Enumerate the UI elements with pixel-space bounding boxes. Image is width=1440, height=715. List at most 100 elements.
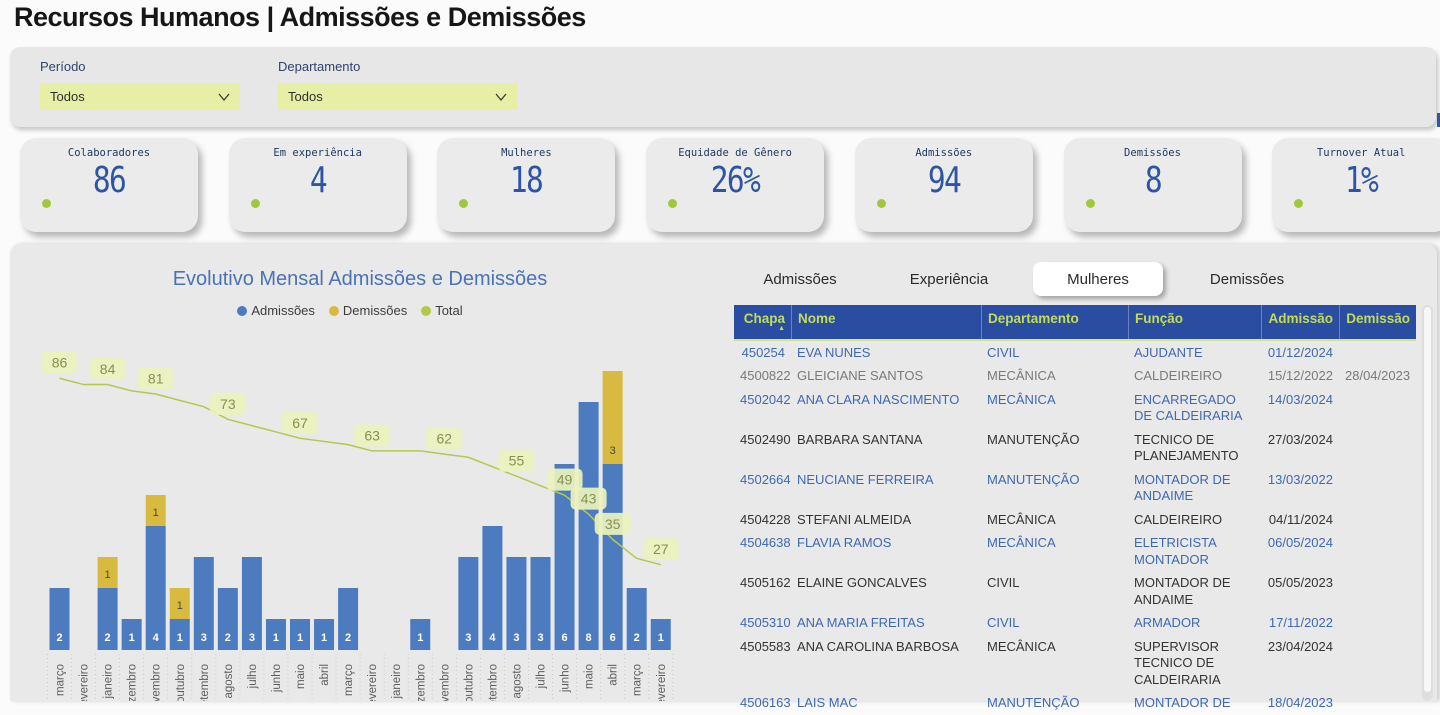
month-axis-label: dezembro	[127, 664, 139, 701]
bar-value-label: 1	[177, 632, 183, 644]
tab-demisses[interactable]: Demissões	[1182, 262, 1312, 296]
column-header-label: Função	[1135, 311, 1183, 326]
status-dot-icon	[1086, 199, 1095, 208]
kpi-label: Admissões	[855, 147, 1033, 159]
tab-experincia[interactable]: Experiência	[884, 262, 1014, 296]
cell-chapa: 4502042	[734, 388, 791, 428]
cell-demissao	[1339, 612, 1416, 636]
legend-label: Demissões	[343, 303, 407, 318]
kpi-value: 4	[245, 160, 391, 201]
cell-admissao: 14/03/2024	[1261, 388, 1339, 428]
department-dropdown[interactable]: Todos	[278, 83, 517, 110]
cell-funcao: ENCARREGADO DE CALDEIRARIA	[1128, 388, 1261, 428]
cell-admissao: 17/11/2022	[1261, 612, 1339, 636]
cell-chapa: 4505162	[734, 572, 791, 612]
cell-admissao: 15/12/2022	[1261, 365, 1339, 389]
month-axis-label: abril	[319, 664, 331, 686]
cell-demissao: 28/04/2023	[1339, 365, 1416, 389]
cell-nome: ANA MARIA FREITAS	[791, 612, 981, 636]
month-axis-label: setembro	[487, 664, 499, 701]
bar-value-label: 8	[586, 632, 592, 644]
cell-departamento: MECÂNICA	[981, 532, 1128, 572]
month-axis-label: maio	[584, 664, 596, 689]
month-axis-label: janeiro	[391, 664, 403, 700]
column-header-chapa[interactable]: Chapa▲	[734, 305, 791, 339]
cell-chapa: 4505583	[734, 635, 791, 692]
cell-chapa: 4504228	[734, 508, 791, 532]
status-dot-icon	[877, 199, 886, 208]
column-header-admissao[interactable]: Admissão	[1261, 305, 1339, 339]
cell-chapa: 4504638	[734, 532, 791, 572]
cell-admissao: 23/04/2024	[1261, 635, 1339, 692]
legend-item: Demissões	[329, 303, 407, 318]
tab-mulheres[interactable]: Mulheres	[1033, 262, 1163, 296]
bar-value-label: 6	[561, 632, 567, 644]
cell-departamento: MECÂNICA	[981, 365, 1128, 389]
department-filter-label: Departamento	[278, 59, 517, 74]
column-header-label: Chapa	[744, 311, 785, 326]
column-header-departamento[interactable]: Departamento	[981, 305, 1128, 339]
department-filter: Departamento Todos	[278, 59, 517, 110]
month-axis-label: outubro	[463, 664, 475, 701]
period-dropdown[interactable]: Todos	[40, 83, 240, 110]
bar-value-label: 3	[513, 632, 519, 644]
cell-nome: ANA CAROLINA BARBOSA	[791, 635, 981, 692]
bar-value-label: 1	[297, 632, 303, 644]
cell-demissao	[1339, 692, 1416, 715]
month-axis-label: agosto	[511, 664, 523, 699]
bar-value-label: 4	[489, 632, 496, 644]
legend-item: Total	[421, 303, 462, 318]
cell-funcao: CALDEIREIRO	[1128, 508, 1261, 532]
month-axis-label: março	[632, 664, 644, 696]
month-axis-label: junho	[271, 664, 283, 693]
month-axis-label: janeiro	[103, 664, 115, 700]
cell-demissao	[1339, 428, 1416, 468]
tab-admisses[interactable]: Admissões	[735, 262, 865, 296]
column-header-demissao[interactable]: Demissão	[1339, 305, 1416, 339]
demissoes-value-label: 1	[153, 507, 159, 519]
month-axis-label: março	[343, 664, 355, 696]
column-header-funcao[interactable]: Função	[1128, 305, 1261, 339]
demissoes-value-label: 1	[105, 569, 111, 581]
month-axis-label: abril	[608, 664, 620, 686]
cell-funcao: SUPERVISOR TECNICO DE CALDEIRARIA	[1128, 635, 1261, 692]
kpi-label: Equidade de Gênero	[646, 147, 824, 159]
bar-value-label: 6	[610, 632, 616, 644]
table-scrollbar-thumb[interactable]	[1424, 307, 1431, 692]
bar-value-label: 1	[658, 632, 664, 644]
table-tabs: Admissões Experiência Mulheres Demissões	[735, 262, 1312, 296]
total-label-value: 81	[148, 371, 164, 387]
cell-departamento: MANUTENÇÃO	[981, 468, 1128, 508]
cell-funcao: MONTADOR DE ANDAIME	[1128, 468, 1261, 508]
column-header-nome[interactable]: Nome	[791, 305, 981, 339]
kpi-value: 1%	[1288, 160, 1434, 201]
cell-departamento: MANUTENÇÃO	[981, 428, 1128, 468]
cell-nome: EVA NUNES	[791, 341, 981, 365]
cell-funcao: MONTADOR DE	[1128, 692, 1261, 715]
total-label-value: 27	[653, 541, 669, 557]
cell-demissao	[1339, 635, 1416, 692]
column-header-label: Demissão	[1346, 311, 1410, 326]
cell-admissao: 04/11/2024	[1261, 508, 1339, 532]
cell-demissao	[1339, 572, 1416, 612]
legend-item: Admissões	[237, 303, 315, 318]
legend-label: Total	[435, 303, 462, 318]
status-dot-icon	[459, 199, 468, 208]
legend-dot-icon	[237, 306, 247, 316]
bar-value-label: 3	[465, 632, 471, 644]
